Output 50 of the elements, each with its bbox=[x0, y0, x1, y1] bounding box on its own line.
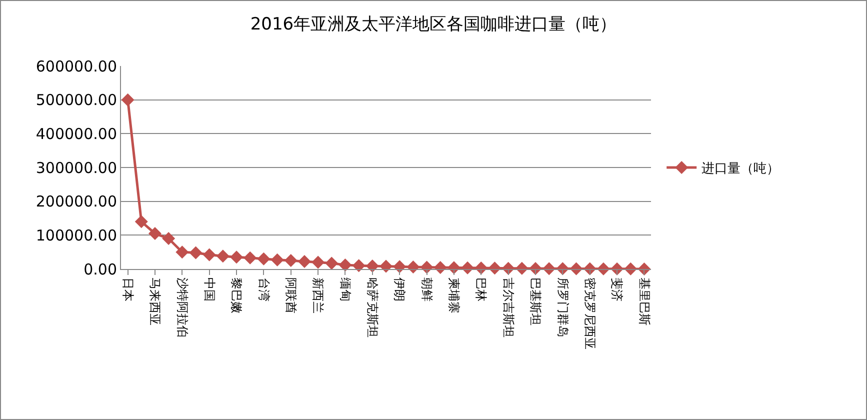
x-tick-label: 台湾 bbox=[256, 277, 271, 302]
point bbox=[284, 254, 298, 268]
x-tick-label: 吉尔吉斯坦 bbox=[501, 277, 516, 338]
point bbox=[148, 226, 162, 240]
x-tick-label: 伊朗 bbox=[392, 277, 407, 302]
x-tick-label: 朝鲜 bbox=[420, 277, 434, 302]
x-tick-label: 基里巴斯 bbox=[637, 277, 652, 326]
x-tick-label: 沙特阿拉伯 bbox=[175, 277, 190, 338]
point bbox=[380, 260, 392, 273]
y-tick-label: 400000.00 bbox=[36, 124, 117, 143]
point bbox=[257, 252, 270, 266]
y-tick-label: 600000.00 bbox=[36, 57, 117, 76]
point bbox=[244, 251, 257, 264]
x-tick-label: 新西兰 bbox=[311, 277, 326, 314]
x-tick-label: 阿联酋 bbox=[284, 277, 298, 314]
x-tick-label: 马来西亚 bbox=[148, 277, 162, 326]
point bbox=[325, 256, 338, 270]
x-tick-label: 巴林 bbox=[474, 277, 488, 302]
x-tick-label: 哈萨克斯坦 bbox=[366, 277, 380, 338]
x-tick-label: 黎巴嫩 bbox=[230, 277, 244, 314]
point bbox=[312, 256, 325, 269]
point bbox=[338, 258, 352, 272]
point bbox=[162, 232, 176, 246]
point bbox=[202, 248, 216, 262]
y-tick-label: 0.00 bbox=[84, 260, 117, 278]
point bbox=[176, 246, 189, 259]
x-tick-label: 缅甸 bbox=[338, 277, 352, 302]
point bbox=[352, 259, 366, 272]
x-tick-label: 日本 bbox=[120, 277, 135, 302]
point bbox=[121, 93, 134, 106]
point bbox=[270, 253, 284, 266]
point bbox=[406, 260, 420, 274]
y-tick-label: 300000.00 bbox=[36, 158, 117, 177]
point bbox=[230, 250, 244, 264]
y-tick-label: 100000.00 bbox=[36, 226, 117, 244]
x-tick-label: 斐济 bbox=[610, 277, 624, 302]
point bbox=[366, 259, 379, 272]
point bbox=[216, 250, 230, 263]
x-tick-label: 所罗门群岛 bbox=[556, 277, 570, 338]
point bbox=[298, 255, 311, 268]
y-tick-label: 200000.00 bbox=[36, 192, 117, 211]
legend-label: 进口量（吨） bbox=[702, 162, 780, 177]
x-tick-label: 密克罗尼西亚 bbox=[582, 277, 597, 350]
point bbox=[134, 215, 148, 228]
x-tick-label: 柬埔寨 bbox=[447, 277, 462, 314]
x-tick-label: 中国 bbox=[202, 277, 216, 302]
point bbox=[189, 246, 202, 260]
x-tick-label: 巴基斯坦 bbox=[528, 277, 543, 326]
chart-title: 2016年亚洲及太平洋地区各国咖啡进口量（吨） bbox=[250, 14, 617, 35]
y-tick-label: 500000.00 bbox=[36, 91, 117, 110]
